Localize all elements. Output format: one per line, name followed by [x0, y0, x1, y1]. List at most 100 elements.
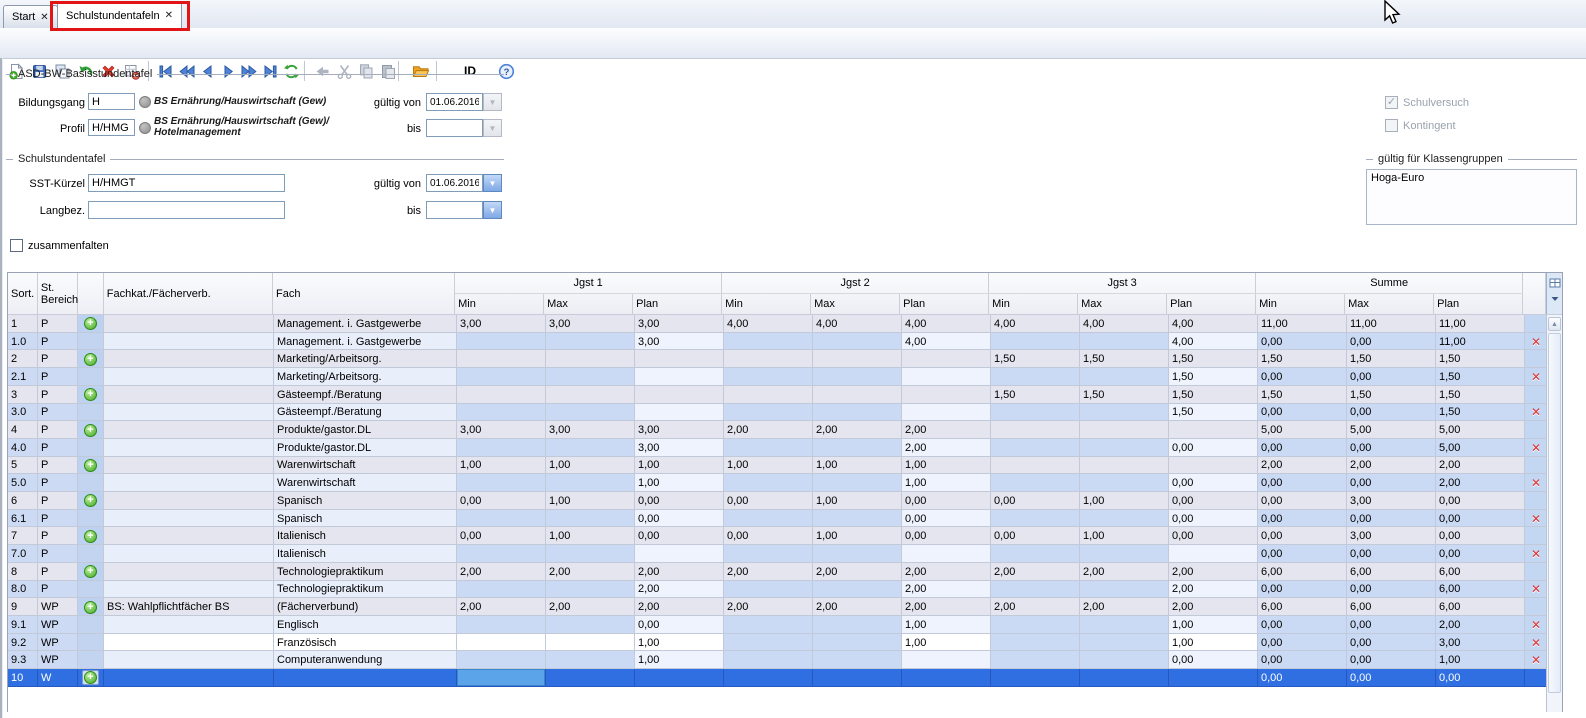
cell-jgst3-min[interactable] [991, 333, 1080, 351]
cell-jgst1-plan[interactable]: 2,00 [635, 563, 724, 581]
vertical-scrollbar[interactable]: ▲ [1546, 315, 1562, 712]
cell-fachkat[interactable] [104, 616, 274, 634]
cell-add[interactable]: + [78, 457, 104, 475]
cell-jgst3-plan[interactable]: 1,50 [1169, 368, 1258, 386]
add-row-icon[interactable]: + [84, 424, 97, 437]
cell-jgst1-max[interactable] [546, 616, 635, 634]
cell-jgst3-max[interactable]: 1,50 [1080, 386, 1169, 404]
column-header-fach[interactable]: Fach [273, 273, 455, 314]
cell-jgst2-min[interactable]: 1,00 [724, 457, 813, 475]
cell-fach[interactable]: Marketing/Arbeitsorg. [274, 368, 457, 386]
cell-jgst2-max[interactable] [813, 545, 902, 563]
cell-jgst2-max[interactable] [813, 581, 902, 599]
cell-add[interactable] [78, 474, 104, 492]
cell-jgst1-max[interactable] [546, 333, 635, 351]
add-row-icon[interactable]: + [84, 530, 97, 543]
cell-jgst2-max[interactable] [813, 616, 902, 634]
cell-sort[interactable]: 1.0 [8, 333, 38, 351]
cell-jgst3-plan[interactable]: 1,00 [1169, 616, 1258, 634]
cell-summe-max[interactable]: 6,00 [1347, 598, 1436, 616]
column-header-fachkat[interactable]: Fachkat./Fächerverb. [104, 273, 273, 314]
cell-jgst2-max[interactable] [813, 439, 902, 457]
cell-st-bereich[interactable]: P [38, 563, 78, 581]
cell-sort[interactable]: 8 [8, 563, 38, 581]
cell-fach[interactable]: Spanisch [274, 492, 457, 510]
cell-jgst2-plan[interactable] [902, 404, 991, 422]
cell-jgst1-plan[interactable]: 2,00 [635, 598, 724, 616]
cell-jgst3-max[interactable] [1080, 510, 1169, 528]
cell-fach[interactable]: Technologiepraktikum [274, 563, 457, 581]
tab-schulstundentafeln-close-icon[interactable]: ✕ [165, 10, 173, 21]
cell-jgst2-max[interactable] [813, 404, 902, 422]
cell-jgst1-plan[interactable]: 3,00 [635, 421, 724, 439]
column-header-jgst3-min[interactable]: Min [989, 294, 1078, 314]
cell-jgst3-plan[interactable] [1169, 457, 1258, 475]
cell-fachkat[interactable]: BS: Wahlpflichtfächer BS [104, 598, 274, 616]
column-header-jgst2-min[interactable]: Min [722, 294, 811, 314]
cell-jgst1-min[interactable]: 1,00 [457, 457, 546, 475]
cell-summe-max[interactable]: 3,00 [1347, 492, 1436, 510]
cell-summe-max[interactable]: 1,50 [1347, 350, 1436, 368]
cell-jgst3-max[interactable]: 1,50 [1080, 350, 1169, 368]
cell-jgst1-min[interactable] [457, 651, 546, 669]
cell-jgst1-max[interactable]: 3,00 [546, 315, 635, 333]
cell-summe-plan[interactable]: 11,00 [1436, 315, 1525, 333]
cell-jgst1-plan[interactable]: 0,00 [635, 527, 724, 545]
cell-fach[interactable] [274, 669, 457, 687]
cell-jgst1-max[interactable]: 3,00 [546, 421, 635, 439]
cell-summe-max[interactable]: 0,00 [1347, 404, 1436, 422]
cell-summe-plan[interactable]: 2,00 [1436, 457, 1525, 475]
cell-summe-max[interactable]: 0,00 [1347, 439, 1436, 457]
cell-jgst3-plan[interactable]: 2,00 [1169, 598, 1258, 616]
cell-jgst1-max[interactable]: 2,00 [546, 598, 635, 616]
cell-summe-min[interactable]: 1,50 [1258, 350, 1347, 368]
cell-jgst2-min[interactable]: 2,00 [724, 563, 813, 581]
cell-jgst1-min[interactable]: 3,00 [457, 421, 546, 439]
cell-jgst2-plan[interactable]: 2,00 [902, 439, 991, 457]
cell-summe-min[interactable]: 0,00 [1258, 439, 1347, 457]
cell-add[interactable] [78, 616, 104, 634]
cell-jgst3-max[interactable] [1080, 545, 1169, 563]
cell-summe-max[interactable]: 0,00 [1347, 616, 1436, 634]
cell-jgst3-min[interactable] [991, 651, 1080, 669]
cell-jgst3-max[interactable] [1080, 457, 1169, 475]
cell-summe-min[interactable]: 11,00 [1258, 315, 1347, 333]
cell-jgst3-plan[interactable] [1169, 421, 1258, 439]
cell-jgst3-min[interactable] [991, 669, 1080, 687]
column-header-summe-plan[interactable]: Plan [1434, 294, 1523, 314]
cell-jgst2-min[interactable]: 0,00 [724, 527, 813, 545]
cell-jgst1-max[interactable]: 2,00 [546, 563, 635, 581]
delete-row-icon[interactable]: ✕ [1531, 636, 1541, 650]
cell-summe-plan[interactable]: 6,00 [1436, 581, 1525, 599]
cell-summe-plan[interactable]: 6,00 [1436, 598, 1525, 616]
cell-jgst3-max[interactable] [1080, 616, 1169, 634]
cell-summe-plan[interactable]: 0,00 [1436, 527, 1525, 545]
cell-jgst2-plan[interactable]: 4,00 [902, 333, 991, 351]
cell-jgst2-max[interactable]: 4,00 [813, 315, 902, 333]
cell-summe-max[interactable]: 2,00 [1347, 457, 1436, 475]
delete-row-icon[interactable]: ✕ [1531, 476, 1541, 490]
cell-jgst3-max[interactable] [1080, 333, 1169, 351]
cell-fach[interactable]: Spanisch [274, 510, 457, 528]
cell-add[interactable]: + [78, 527, 104, 545]
cell-delete[interactable]: ✕ [1525, 616, 1548, 634]
cell-fach[interactable]: Warenwirtschaft [274, 474, 457, 492]
cell-fachkat[interactable] [104, 457, 274, 475]
cell-delete[interactable]: ✕ [1525, 333, 1548, 351]
column-header-jgst3-plan[interactable]: Plan [1167, 294, 1256, 314]
column-header-jgst1-plan[interactable]: Plan [633, 294, 722, 314]
cell-jgst1-min[interactable] [457, 474, 546, 492]
cell-st-bereich[interactable]: P [38, 421, 78, 439]
cell-summe-max[interactable]: 0,00 [1347, 669, 1436, 687]
cell-summe-min[interactable]: 0,00 [1258, 510, 1347, 528]
cell-summe-plan[interactable]: 3,00 [1436, 634, 1525, 652]
cell-jgst1-plan[interactable] [635, 669, 724, 687]
cell-st-bereich[interactable]: P [38, 474, 78, 492]
cell-jgst2-min[interactable]: 2,00 [724, 598, 813, 616]
cell-st-bereich[interactable]: WP [38, 634, 78, 652]
cell-jgst1-max[interactable] [546, 439, 635, 457]
column-header-st-bereich[interactable]: St. Bereich [38, 273, 78, 314]
cell-fach[interactable]: Produkte/gastor.DL [274, 439, 457, 457]
cell-jgst1-max[interactable] [546, 545, 635, 563]
cell-sort[interactable]: 5.0 [8, 474, 38, 492]
